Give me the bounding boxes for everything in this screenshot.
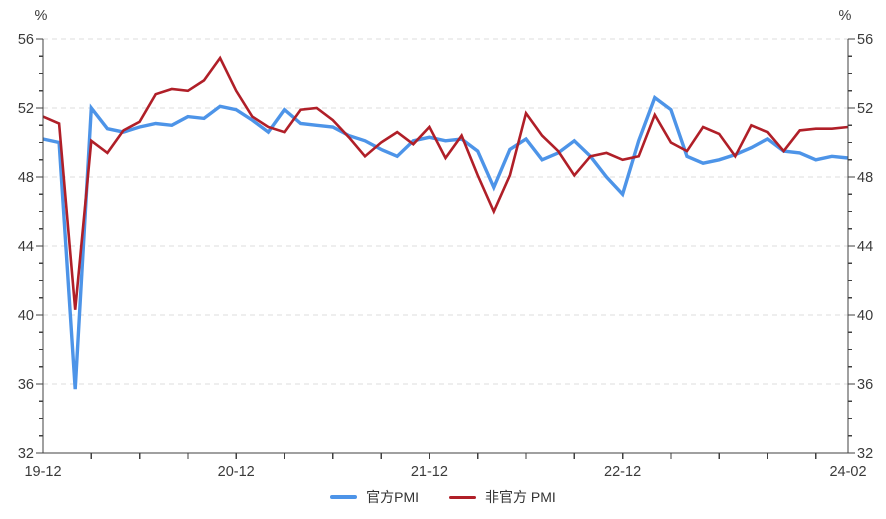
- y-label-right-52: 52: [857, 101, 873, 117]
- official-pmi-line-icon: [330, 495, 358, 499]
- y-axis-unit-left: %: [35, 8, 48, 24]
- y-label-left-32: 32: [18, 446, 34, 462]
- official-pmi-line: [42, 94, 849, 390]
- y-label-left-36: 36: [18, 377, 34, 393]
- y-label-right-56: 56: [857, 32, 873, 48]
- y-label-right-48: 48: [857, 170, 873, 186]
- y-label-left-44: 44: [18, 239, 34, 255]
- y-label-right-32: 32: [857, 446, 873, 462]
- unofficial-pmi-line: [42, 55, 849, 310]
- legend-label-official: 官方PMI: [366, 489, 420, 505]
- x-label-24-02: 24-02: [829, 464, 866, 480]
- x-label-22-12: 22-12: [604, 464, 641, 480]
- x-label-19-12: 19-12: [24, 464, 61, 480]
- y-label-left-56: 56: [18, 32, 34, 48]
- legend-label-unofficial: 非官方 PMI: [485, 489, 556, 505]
- chart-legend: 官方PMI 非官方 PMI: [0, 487, 886, 507]
- x-label-20-12: 20-12: [218, 464, 255, 480]
- legend-item-unofficial: 非官方 PMI: [449, 487, 556, 507]
- y-label-left-48: 48: [18, 170, 34, 186]
- y-label-left-52: 52: [18, 101, 34, 117]
- y-axis-unit-right: %: [839, 8, 852, 24]
- y-label-left-40: 40: [18, 308, 34, 324]
- y-label-right-40: 40: [857, 308, 873, 324]
- y-label-right-44: 44: [857, 239, 873, 255]
- x-label-21-12: 21-12: [411, 464, 448, 480]
- legend-item-official: 官方PMI: [330, 487, 419, 507]
- unofficial-pmi-line-icon: [449, 495, 477, 499]
- y-label-right-36: 36: [857, 377, 873, 393]
